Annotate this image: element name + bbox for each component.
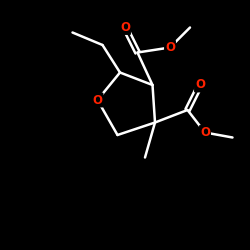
Text: O: O	[120, 21, 130, 34]
Text: O: O	[195, 78, 205, 92]
Text: O: O	[92, 94, 102, 106]
Text: O: O	[200, 126, 210, 139]
Text: O: O	[165, 41, 175, 54]
